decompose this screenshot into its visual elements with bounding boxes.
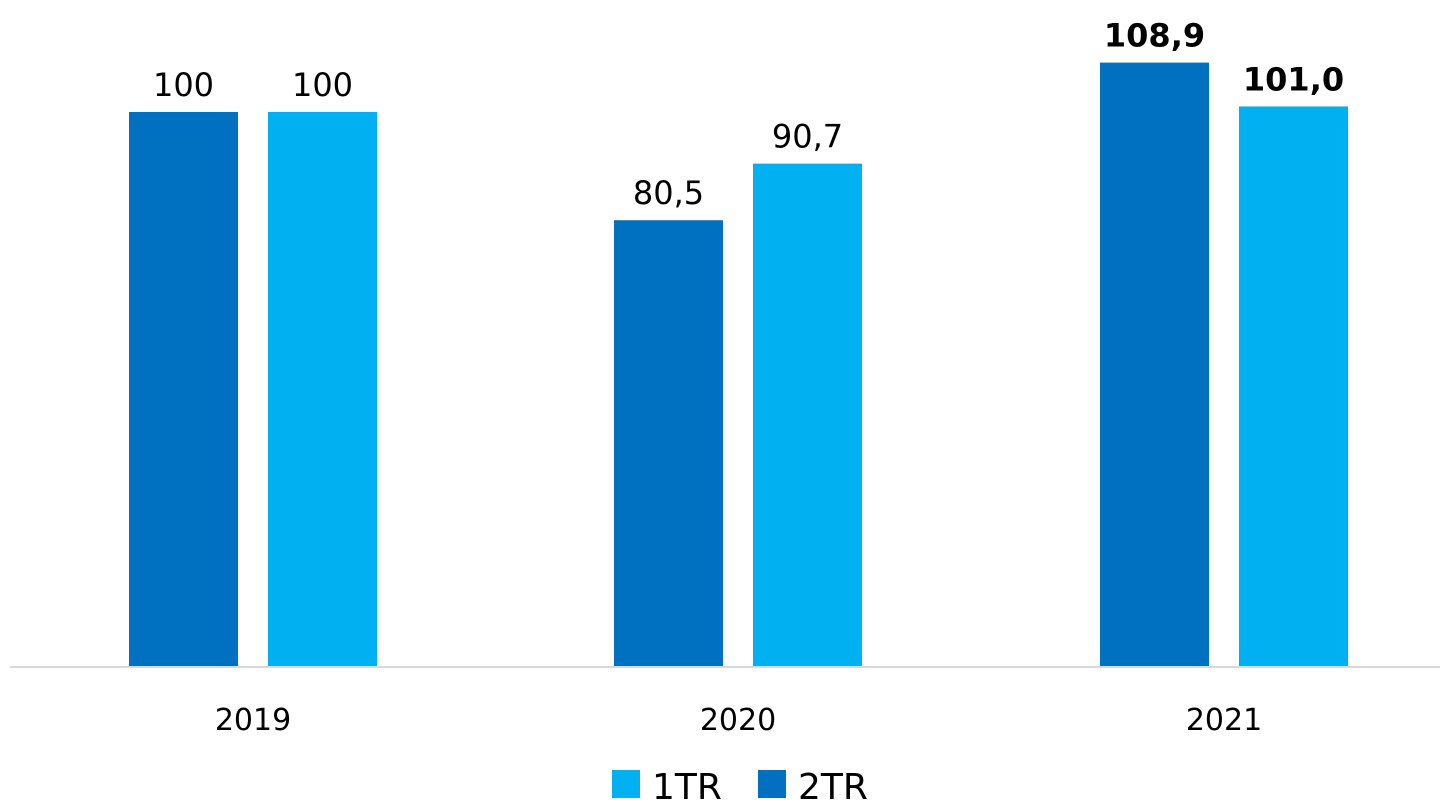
data-label-1tr-2021: 101,0	[1243, 60, 1344, 98]
x-tick-label-2021: 2021	[1186, 703, 1262, 738]
x-tick-label-2019: 2019	[215, 703, 291, 738]
x-tick-labels-group: 2019 2020 2021	[215, 703, 1262, 738]
bar-1tr-2019	[268, 112, 377, 667]
data-label-2tr-2020: 80,5	[633, 174, 704, 212]
legend-swatch-1tr	[612, 770, 640, 798]
bar-2tr-2021	[1100, 62, 1209, 668]
bar-1tr-2021	[1239, 106, 1348, 667]
legend-swatch-2tr	[758, 770, 786, 798]
bars-group	[129, 62, 1348, 668]
data-label-1tr-2019: 100	[292, 66, 353, 104]
legend-label-1tr: 1TR	[652, 767, 722, 808]
bar-1tr-2020	[753, 163, 862, 668]
bar-2tr-2020	[614, 220, 723, 667]
bar-2tr-2019	[129, 112, 238, 667]
data-label-2tr-2021: 108,9	[1104, 17, 1205, 55]
legend-label-2tr: 2TR	[798, 767, 868, 808]
data-label-1tr-2020: 90,7	[772, 118, 843, 156]
x-tick-label-2020: 2020	[700, 703, 776, 738]
legend: 1TR 2TR	[612, 767, 868, 808]
data-label-2tr-2019: 100	[153, 66, 214, 104]
data-labels-group: 100 100 80,5 90,7 108,9 101,0	[153, 17, 1344, 213]
